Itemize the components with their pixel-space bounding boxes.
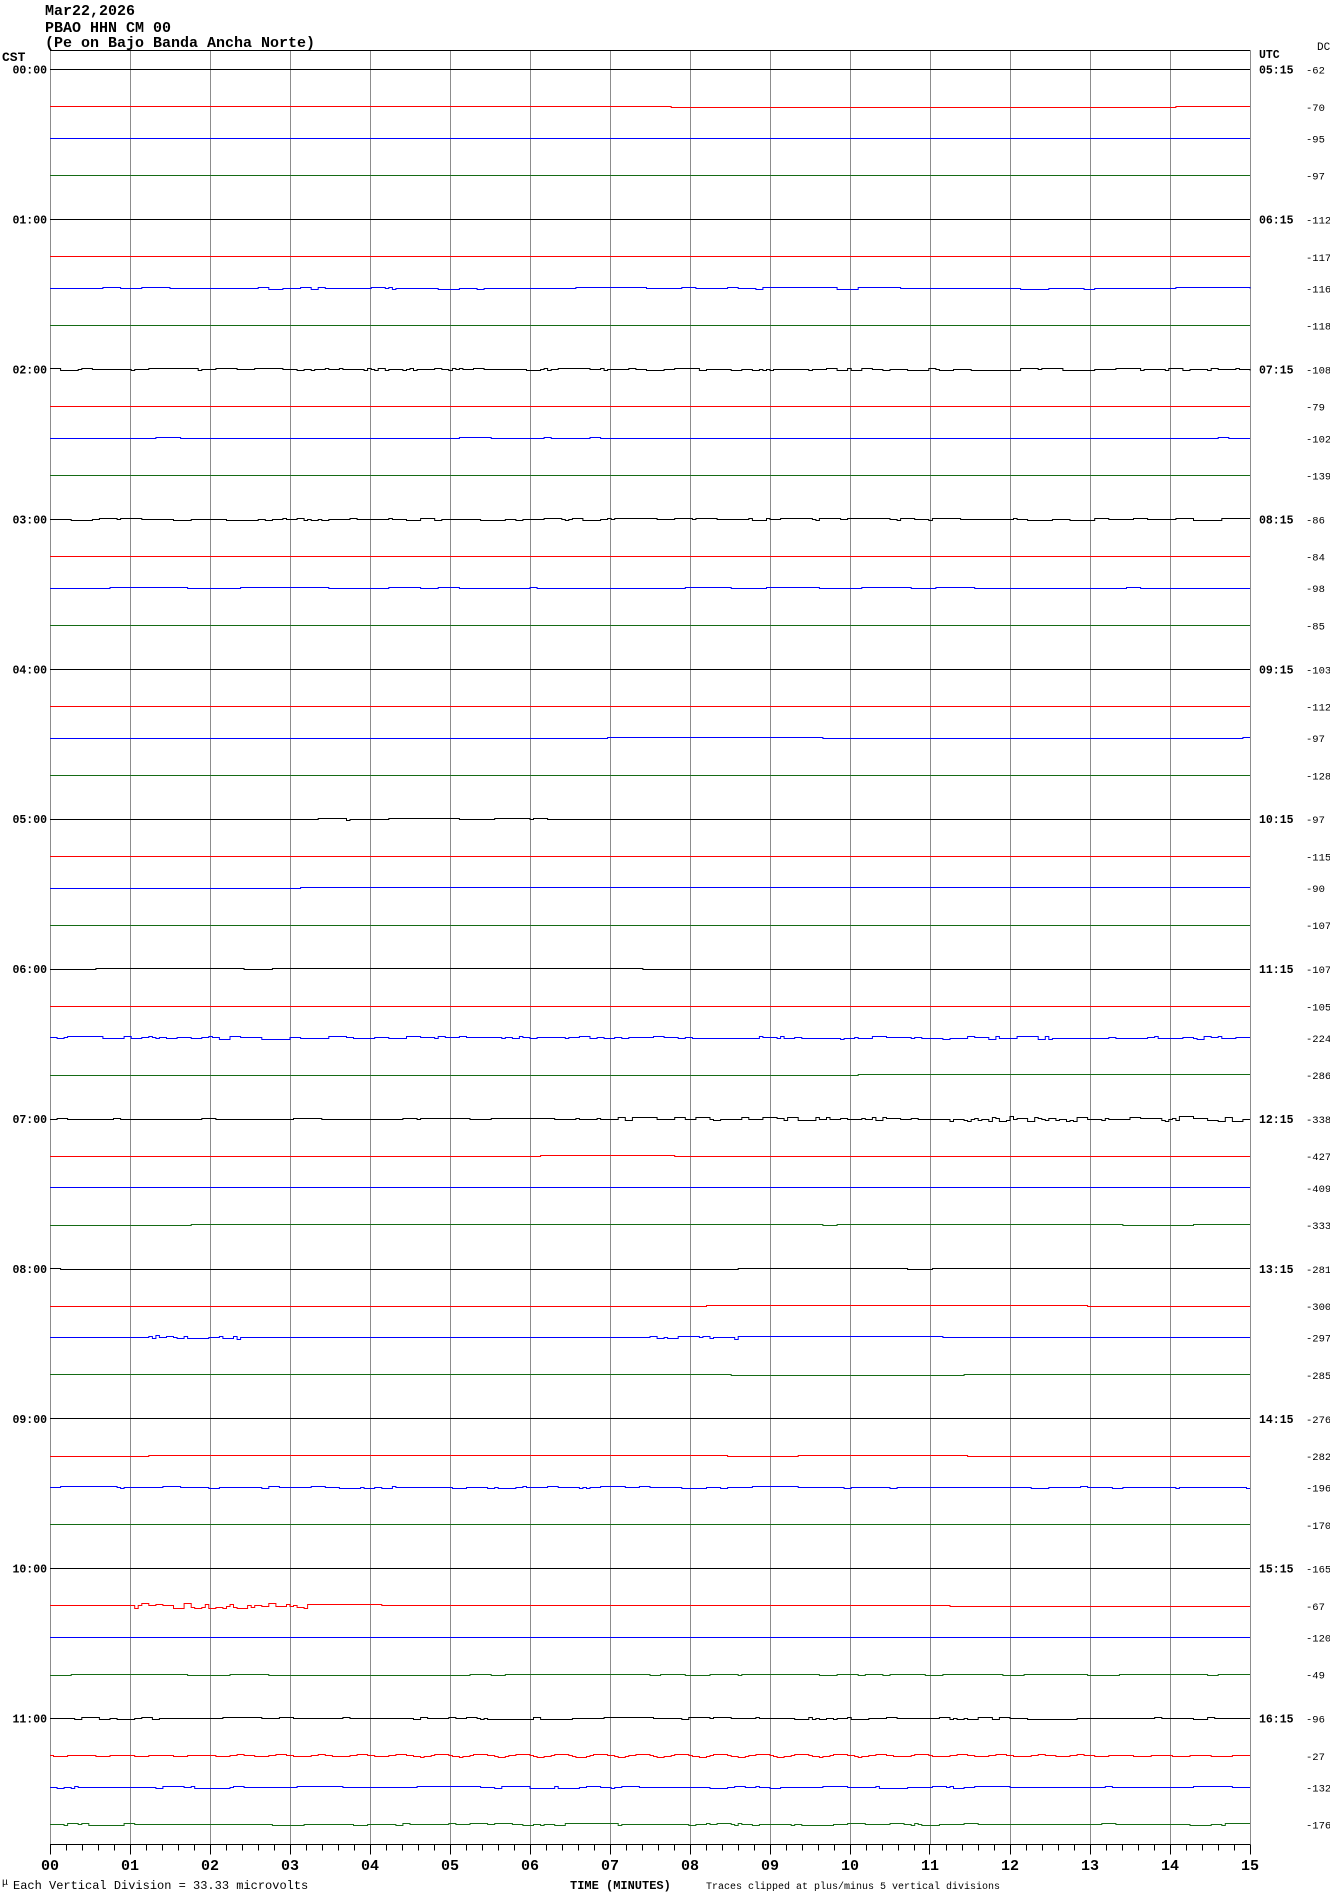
svg-text:04: 04	[361, 1858, 379, 1875]
svg-text:(Pe on Bajo Banda Ancha Norte): (Pe on Bajo Banda Ancha Norte)	[45, 35, 315, 52]
svg-text:07:15: 07:15	[1259, 365, 1294, 378]
svg-text:-107: -107	[1306, 921, 1330, 933]
svg-text:UTC: UTC	[1259, 49, 1280, 62]
svg-text:15: 15	[1241, 1858, 1259, 1875]
svg-text:09: 09	[761, 1858, 779, 1875]
svg-text:-49: -49	[1306, 1671, 1325, 1683]
svg-text:-120: -120	[1306, 1634, 1330, 1646]
svg-text:TIME (MINUTES): TIME (MINUTES)	[570, 1879, 671, 1893]
svg-text:-282: -282	[1306, 1452, 1330, 1464]
svg-text:03:00: 03:00	[12, 514, 47, 527]
svg-text:-86: -86	[1306, 515, 1325, 527]
svg-text:-132: -132	[1306, 1783, 1330, 1795]
svg-text:07:00: 07:00	[12, 1114, 47, 1127]
svg-text:06: 06	[521, 1858, 539, 1875]
svg-text:-333: -333	[1306, 1221, 1330, 1233]
svg-text:-128: -128	[1306, 771, 1330, 783]
svg-text:04:00: 04:00	[12, 664, 47, 677]
svg-text:-107: -107	[1306, 965, 1330, 977]
svg-text:12: 12	[1001, 1858, 1019, 1875]
svg-text:-95: -95	[1306, 135, 1325, 147]
svg-text:09:00: 09:00	[12, 1414, 47, 1427]
svg-text:-79: -79	[1306, 403, 1325, 415]
svg-text:Each Vertical Division = 33.: Each Vertical Division = 33.33 microvolt…	[13, 1879, 308, 1893]
svg-text:05: 05	[441, 1858, 459, 1875]
svg-text:-139: -139	[1306, 472, 1330, 484]
svg-text:08: 08	[681, 1858, 699, 1875]
svg-text:-115: -115	[1306, 852, 1330, 864]
svg-text:-97: -97	[1306, 172, 1325, 184]
svg-text:08:15: 08:15	[1259, 514, 1294, 527]
svg-text:-196: -196	[1306, 1484, 1330, 1496]
svg-text:13:15: 13:15	[1259, 1264, 1294, 1277]
svg-text:02:00: 02:00	[12, 365, 47, 378]
svg-text:Mar22,2026: Mar22,2026	[45, 3, 135, 20]
svg-text:03: 03	[281, 1858, 299, 1875]
svg-text:12:15: 12:15	[1259, 1114, 1294, 1127]
svg-text:00: 00	[41, 1858, 59, 1875]
svg-text:10: 10	[841, 1858, 859, 1875]
svg-text:14: 14	[1161, 1858, 1179, 1875]
svg-text:07: 07	[601, 1858, 619, 1875]
svg-text:00:00: 00:00	[12, 65, 47, 78]
svg-text:-286: -286	[1306, 1071, 1330, 1083]
svg-text:-276: -276	[1306, 1415, 1330, 1427]
svg-text:-112: -112	[1306, 216, 1330, 228]
svg-text:-90: -90	[1306, 884, 1325, 896]
svg-text:-97: -97	[1306, 815, 1325, 827]
svg-text:-409: -409	[1306, 1184, 1330, 1196]
svg-text:-300: -300	[1306, 1302, 1330, 1314]
svg-text:-84: -84	[1306, 553, 1325, 565]
svg-text:06:15: 06:15	[1259, 215, 1294, 228]
svg-text:02: 02	[201, 1858, 219, 1875]
svg-text:11: 11	[921, 1858, 939, 1875]
svg-text:15:15: 15:15	[1259, 1564, 1294, 1577]
svg-text:10:00: 10:00	[12, 1564, 47, 1577]
svg-text:-118: -118	[1306, 322, 1330, 334]
svg-text:-62: -62	[1306, 66, 1325, 78]
svg-text:Traces clipped at plus/minus 5: Traces clipped at plus/minus 5 vertical …	[706, 1881, 1000, 1893]
svg-text:-102: -102	[1306, 434, 1330, 446]
svg-text:-117: -117	[1306, 253, 1330, 265]
svg-text:-224: -224	[1306, 1034, 1330, 1046]
svg-text:10:15: 10:15	[1259, 814, 1294, 827]
svg-text:01:00: 01:00	[12, 215, 47, 228]
svg-text:-116: -116	[1306, 284, 1330, 296]
svg-text:08:00: 08:00	[12, 1264, 47, 1277]
svg-text:-27: -27	[1306, 1752, 1325, 1764]
svg-text:-67: -67	[1306, 1602, 1325, 1614]
svg-text:-70: -70	[1306, 103, 1325, 115]
svg-text:-297: -297	[1306, 1334, 1330, 1346]
svg-text:-85: -85	[1306, 621, 1325, 633]
svg-text:-281: -281	[1306, 1265, 1330, 1277]
svg-text:14:15: 14:15	[1259, 1414, 1294, 1427]
svg-text:-176: -176	[1306, 1821, 1330, 1833]
svg-text:05:00: 05:00	[12, 814, 47, 827]
svg-text:DC: DC	[1317, 42, 1330, 54]
svg-text:-338: -338	[1306, 1115, 1330, 1127]
svg-text:16:15: 16:15	[1259, 1714, 1294, 1727]
svg-text:13: 13	[1081, 1858, 1099, 1875]
svg-text:11:00: 11:00	[12, 1714, 47, 1727]
svg-text:-112: -112	[1306, 703, 1330, 715]
svg-text:-103: -103	[1306, 665, 1330, 677]
svg-text:-97: -97	[1306, 734, 1325, 746]
svg-text:-165: -165	[1306, 1565, 1330, 1577]
svg-text:06:00: 06:00	[12, 964, 47, 977]
svg-text:-427: -427	[1306, 1152, 1330, 1164]
svg-text:09:15: 09:15	[1259, 664, 1294, 677]
svg-text:11:15: 11:15	[1259, 964, 1294, 977]
svg-text:-96: -96	[1306, 1715, 1325, 1727]
svg-text:01: 01	[121, 1858, 139, 1875]
svg-text:μ: μ	[2, 1878, 8, 1889]
svg-text:-98: -98	[1306, 584, 1325, 596]
svg-text:-285: -285	[1306, 1371, 1330, 1383]
svg-text:-108: -108	[1306, 366, 1330, 378]
svg-text:05:15: 05:15	[1259, 65, 1294, 78]
svg-text:-105: -105	[1306, 1002, 1330, 1014]
svg-text:-170: -170	[1306, 1521, 1330, 1533]
svg-text:CST: CST	[2, 50, 26, 65]
